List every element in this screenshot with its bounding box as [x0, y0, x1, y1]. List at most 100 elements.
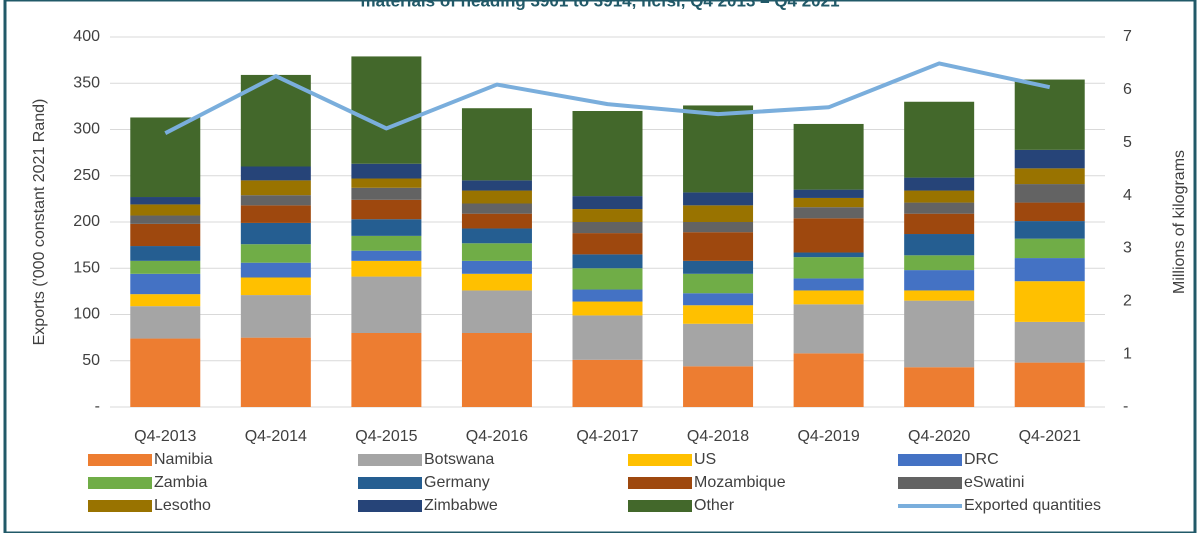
y-tick-label: -	[95, 398, 100, 415]
bar-segment	[130, 338, 201, 407]
y-tick-label: 50	[82, 352, 100, 369]
legend-label: Germany	[424, 474, 490, 491]
bar-segment	[683, 323, 754, 367]
bar-segment	[240, 166, 311, 181]
x-tick-label: Q4-2018	[687, 428, 749, 445]
bar-segment	[130, 246, 201, 261]
bar-segment	[904, 177, 975, 191]
bar-segment	[683, 232, 754, 261]
bar-segment	[1014, 362, 1085, 407]
bar-segment	[351, 56, 422, 164]
bar-segment	[904, 101, 975, 178]
bar-segment	[1014, 238, 1085, 259]
bar-segment	[130, 306, 201, 339]
bar-segment	[793, 278, 864, 291]
bar-segment	[793, 123, 864, 190]
x-tick-label: Q4-2017	[576, 428, 638, 445]
legend-swatch	[88, 500, 152, 512]
bar-segment	[351, 333, 422, 407]
legend-label: US	[694, 451, 716, 468]
bar-segment	[461, 228, 532, 244]
legend-label: eSwatini	[964, 474, 1024, 491]
y2-tick-label: 4	[1123, 187, 1132, 204]
bar-segment	[240, 180, 311, 196]
x-tick-label: Q4-2015	[355, 428, 417, 445]
bar-segment	[240, 277, 311, 296]
bar-segment	[1014, 184, 1085, 203]
bar-segment	[683, 192, 754, 206]
legend-label: Zimbabwe	[424, 497, 498, 514]
legend-swatch	[358, 477, 422, 489]
legend-swatch	[628, 454, 692, 466]
bar-segment	[351, 178, 422, 188]
bar-segment	[572, 254, 643, 269]
y2-tick-label: 7	[1123, 28, 1132, 45]
bar-segment	[461, 213, 532, 229]
y-tick-label: 200	[73, 213, 100, 230]
legend-swatch	[898, 477, 962, 489]
x-tick-label: Q4-2016	[466, 428, 528, 445]
bar-segment	[130, 223, 201, 247]
bar-segment	[240, 205, 311, 223]
bar-segment	[130, 117, 201, 198]
bar-segment	[572, 233, 643, 255]
bar-segment	[1014, 149, 1085, 169]
bar-segment	[904, 300, 975, 368]
bar-segment	[572, 209, 643, 222]
bar-segment	[351, 163, 422, 179]
bar-segment	[130, 294, 201, 307]
x-tick-label: Q4-2019	[797, 428, 859, 445]
bar-segment	[351, 250, 422, 261]
y2-tick-label: 6	[1123, 81, 1132, 98]
y2-tick-label: 2	[1123, 293, 1132, 310]
bar-segment	[572, 289, 643, 302]
bar-segment	[904, 234, 975, 256]
bar-segment	[572, 111, 643, 197]
bar-segment	[904, 190, 975, 203]
bar-segment	[683, 273, 754, 294]
bar-segment	[461, 108, 532, 181]
bar-segment	[130, 260, 201, 274]
bar-segment	[130, 204, 201, 216]
bar-segment	[793, 304, 864, 354]
legend-label: Namibia	[154, 451, 213, 468]
bar-segment	[1014, 321, 1085, 363]
bar-segment	[683, 366, 754, 407]
bar-segment	[793, 252, 864, 258]
bar-segment	[1014, 202, 1085, 222]
bar-segment	[240, 195, 311, 206]
legend-swatch	[358, 500, 422, 512]
y2-tick-label: 1	[1123, 345, 1132, 362]
y-tick-label: 100	[73, 306, 100, 323]
bar-segment	[904, 255, 975, 271]
legend-label: Zambia	[154, 474, 207, 491]
bar-segment	[130, 215, 201, 224]
bar-segment	[1014, 168, 1085, 185]
y2-tick-label: 5	[1123, 134, 1132, 151]
bar-segment	[1014, 281, 1085, 322]
legend-label: Exported quantities	[964, 497, 1101, 514]
legend-label: Botswana	[424, 451, 494, 468]
bar-segment	[461, 203, 532, 214]
bar-segment	[461, 333, 532, 407]
bar-segment	[461, 243, 532, 261]
legend-swatch	[358, 454, 422, 466]
bar-segment	[572, 315, 643, 360]
legend-swatch	[898, 454, 962, 466]
legend-swatch	[628, 500, 692, 512]
bar-segment	[351, 276, 422, 333]
legend-swatch	[628, 477, 692, 489]
bar-segment	[461, 180, 532, 191]
legend-label: DRC	[964, 451, 999, 468]
bar-segment	[904, 270, 975, 291]
bar-segment	[793, 290, 864, 305]
bar-segment	[793, 257, 864, 279]
bar-segment	[461, 273, 532, 291]
y-tick-label: 250	[73, 167, 100, 184]
bar-segment	[683, 305, 754, 324]
legend-swatch	[88, 477, 152, 489]
bar-segment	[461, 290, 532, 333]
bar-segment	[351, 219, 422, 236]
bar-segment	[904, 213, 975, 235]
